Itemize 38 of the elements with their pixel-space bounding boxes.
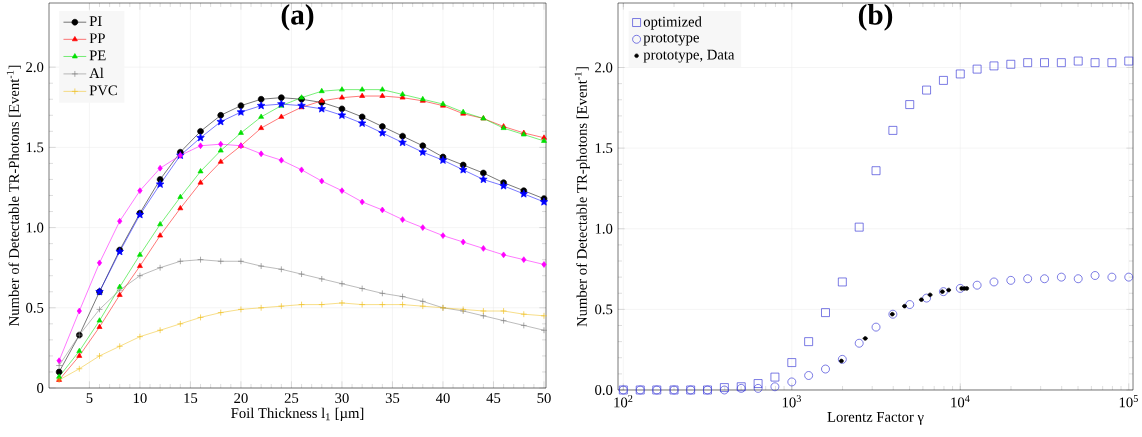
x-tick-label: 40 <box>435 393 450 404</box>
x-tick-label: 10 <box>133 393 147 404</box>
x-tick-label: 45 <box>486 393 501 403</box>
y-tick-label: 1.5 <box>595 143 613 154</box>
y-tick-label: 2.0 <box>595 62 613 73</box>
x-tick-label: 15 <box>184 393 198 403</box>
chart-title: (b) <box>858 4 893 31</box>
x-tick-label: 10$^{4}$ <box>951 395 970 408</box>
x-tick-label: 35 <box>385 393 400 404</box>
y-tick-label: 0 <box>37 383 44 393</box>
legend-label: optimized <box>643 16 702 30</box>
y-tick-label: 1.5 <box>26 142 44 153</box>
legend-label: prototype <box>643 34 699 46</box>
y-tick-label: 1.0 <box>595 223 613 234</box>
y-axis-title: Number of Detectable TR-Photons [Event$^{-1}$] <box>6 65 21 326</box>
x-tick-label: 30 <box>335 393 349 404</box>
x-axis-title: Lorentz Factor γ <box>827 412 924 425</box>
y-tick-label: 0.5 <box>595 304 613 315</box>
y-axis-title: Number of Detectable TR-photons [Event$^{-1}$] <box>574 67 590 327</box>
legend-label: PI <box>89 16 102 26</box>
legend-label: PP <box>89 33 105 44</box>
x-tick-label: 10$^{5}$ <box>1119 395 1138 408</box>
x-tick-label: 10$^{2}$ <box>614 395 633 408</box>
x-axis-title: Foil Thickness l$_{1}$ [µm] <box>231 407 364 422</box>
y-tick-label: 1.0 <box>26 222 44 233</box>
y-tick-label: 0.0 <box>595 385 613 395</box>
legend-label: Al <box>89 67 104 78</box>
chart-title: (a) <box>281 4 314 31</box>
legend-label: PVC <box>89 85 117 96</box>
x-tick-label: 10$^{3}$ <box>782 395 801 408</box>
x-tick-label: 25 <box>284 393 299 404</box>
legend-label: PE <box>89 50 106 61</box>
y-tick-label: 0.5 <box>26 302 44 313</box>
legend-label: prototype, Data <box>643 49 735 63</box>
x-tick-label: 20 <box>234 393 248 404</box>
y-tick-label: 2.0 <box>26 62 44 73</box>
x-tick-label: 50 <box>537 393 551 404</box>
x-tick-label: 5 <box>86 393 93 403</box>
